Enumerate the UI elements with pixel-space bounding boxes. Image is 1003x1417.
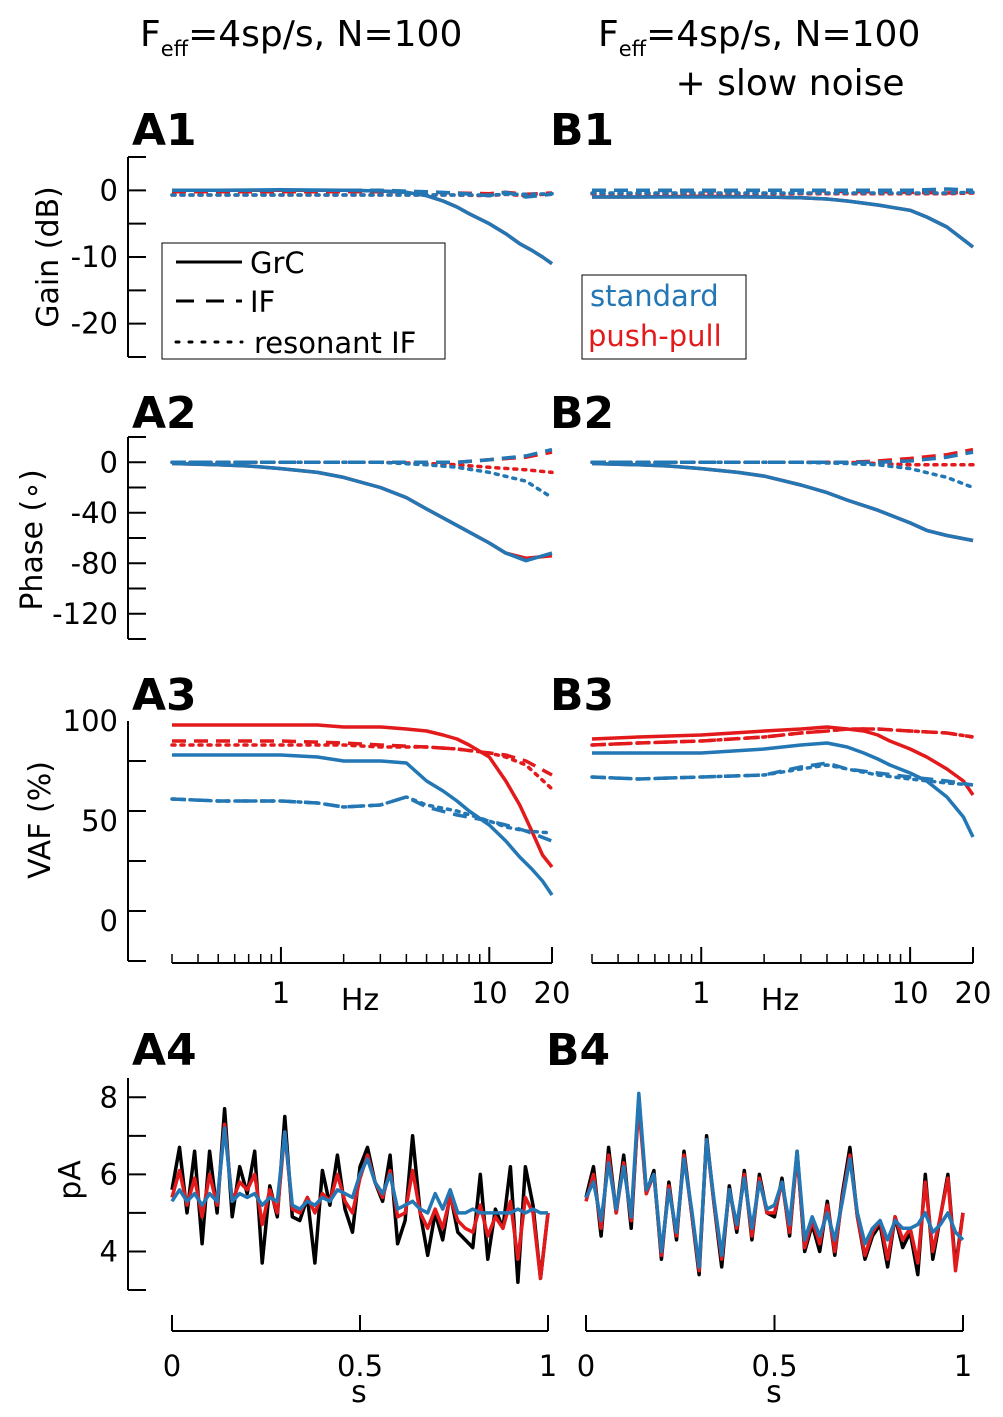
panel-a4: A4 4 6 8 0 0.5 1 [100, 1025, 558, 1383]
series-grc-standard [584, 1091, 965, 1269]
panel-label-b2: B2 [550, 388, 614, 439]
x-tick-label: 1 [272, 976, 290, 1010]
legend-label-standard: standard [590, 279, 719, 313]
x-tick-label: 0 [577, 1349, 595, 1383]
series-resonant-if-standard [590, 190, 975, 195]
y-tick-label: 100 [63, 704, 118, 738]
hz-label-b: Hz [761, 983, 799, 1018]
series-grc-push-pull [592, 194, 975, 249]
hz-label-a: Hz [341, 983, 379, 1018]
color-legend: standard push-pull [581, 274, 747, 360]
vaf-axis-label: VAF (%) [23, 761, 58, 879]
x-tick-label: 10 [471, 976, 508, 1010]
series-resonant-if-push-pull [590, 727, 975, 747]
x-tick-label: 0 [163, 1349, 181, 1383]
series-grc-push-pull [591, 725, 975, 796]
series-resonant-if-standard [170, 191, 554, 197]
legend-label-if: IF [250, 285, 275, 319]
y-tick-label: 4 [100, 1234, 118, 1268]
series-grc-standard [171, 461, 553, 563]
series-grc [170, 1107, 550, 1285]
series-if-push-pull [592, 447, 974, 465]
panel-b2: B2 [550, 388, 975, 543]
x-tick-label: 0.5 [337, 1349, 383, 1383]
series-resonant-if-standard [170, 460, 554, 500]
column-a-title: Feff=4sp/s, N=100 [140, 14, 462, 61]
series-resonant-if-standard [170, 795, 554, 835]
panel-label-b3: B3 [550, 670, 614, 721]
y-tick-label: -10 [71, 240, 118, 274]
x-tick-label: 1 [539, 1349, 557, 1383]
s-label-b: s [766, 1375, 782, 1410]
panel-b4: B4 0 0.5 1 [546, 1025, 972, 1383]
panel-a1: A1 0 -10 -20 [71, 105, 554, 358]
series-resonant-if-push-pull [170, 743, 554, 791]
series-grc-push-pull [591, 461, 974, 543]
series-resonant-if-standard [590, 460, 975, 490]
series-resonant-if-push-pull [590, 460, 975, 467]
gain-axis-label: Gain (dB) [31, 186, 66, 328]
series-grc-standard [592, 195, 975, 249]
series-resonant-if-standard [590, 763, 975, 787]
y-tick-label: -80 [71, 546, 118, 580]
series-grc-standard [170, 1126, 548, 1215]
y-tick-label: 0 [100, 904, 118, 938]
panel-b3: B3 1 10 20 [550, 670, 991, 1010]
series-grc-standard [591, 461, 974, 543]
phase-axis-label: Phase (∘) [15, 469, 50, 610]
panel-label-b1: B1 [550, 105, 614, 156]
series-grc-push-pull [171, 461, 553, 560]
legend-label-resonant-if: resonant IF [254, 326, 416, 360]
panel-label-b4: B4 [546, 1025, 610, 1076]
y-tick-label: -20 [71, 307, 118, 341]
panel-label-a2: A2 [132, 388, 197, 439]
panel-label-a3: A3 [132, 670, 197, 721]
series-grc-standard [592, 741, 975, 838]
x-tick-label: 0.5 [751, 1349, 797, 1383]
color-legend-box [581, 274, 747, 360]
y-tick-label: 50 [81, 804, 118, 838]
series-grc-push-pull [170, 1122, 550, 1281]
series-grc-standard [172, 753, 554, 896]
s-label-a: s [351, 1375, 367, 1410]
series-if-standard [172, 447, 553, 465]
series-if-standard [171, 795, 553, 843]
panel-a2: A2 0 -40 -80 -120 [52, 388, 554, 640]
x-tick-label: 20 [955, 976, 992, 1010]
series-if-standard [592, 450, 974, 465]
pa-axis-label: pA [53, 1160, 88, 1200]
y-tick-label: 0 [100, 173, 118, 207]
column-b-subtitle: + slow noise [675, 63, 904, 104]
legend-label-grc: GrC [250, 246, 305, 280]
series-if-standard [592, 187, 974, 193]
legend-label-push-pull: push-pull [588, 319, 722, 353]
y-tick-label: 8 [100, 1080, 118, 1114]
x-tick-label: 10 [892, 976, 929, 1010]
panel-label-a1: A1 [132, 105, 197, 156]
panel-b1: B1 [550, 105, 975, 249]
x-tick-label: 1 [692, 976, 710, 1010]
panel-a3: A3 0 50 100 1 10 20 [63, 670, 571, 1010]
style-legend: GrC IF resonant IF [161, 242, 446, 360]
y-tick-label: -120 [52, 597, 118, 631]
y-tick-label: -40 [71, 496, 118, 530]
panel-label-a4: A4 [132, 1025, 197, 1076]
series-resonant-if-push-pull [170, 460, 554, 475]
y-tick-label: 0 [100, 445, 118, 479]
column-b-title: Feff=4sp/s, N=100 [598, 14, 920, 61]
x-tick-label: 20 [534, 976, 571, 1010]
x-tick-label: 1 [954, 1349, 972, 1383]
y-tick-label: 6 [100, 1157, 118, 1191]
series-grc-push-pull [172, 723, 554, 869]
